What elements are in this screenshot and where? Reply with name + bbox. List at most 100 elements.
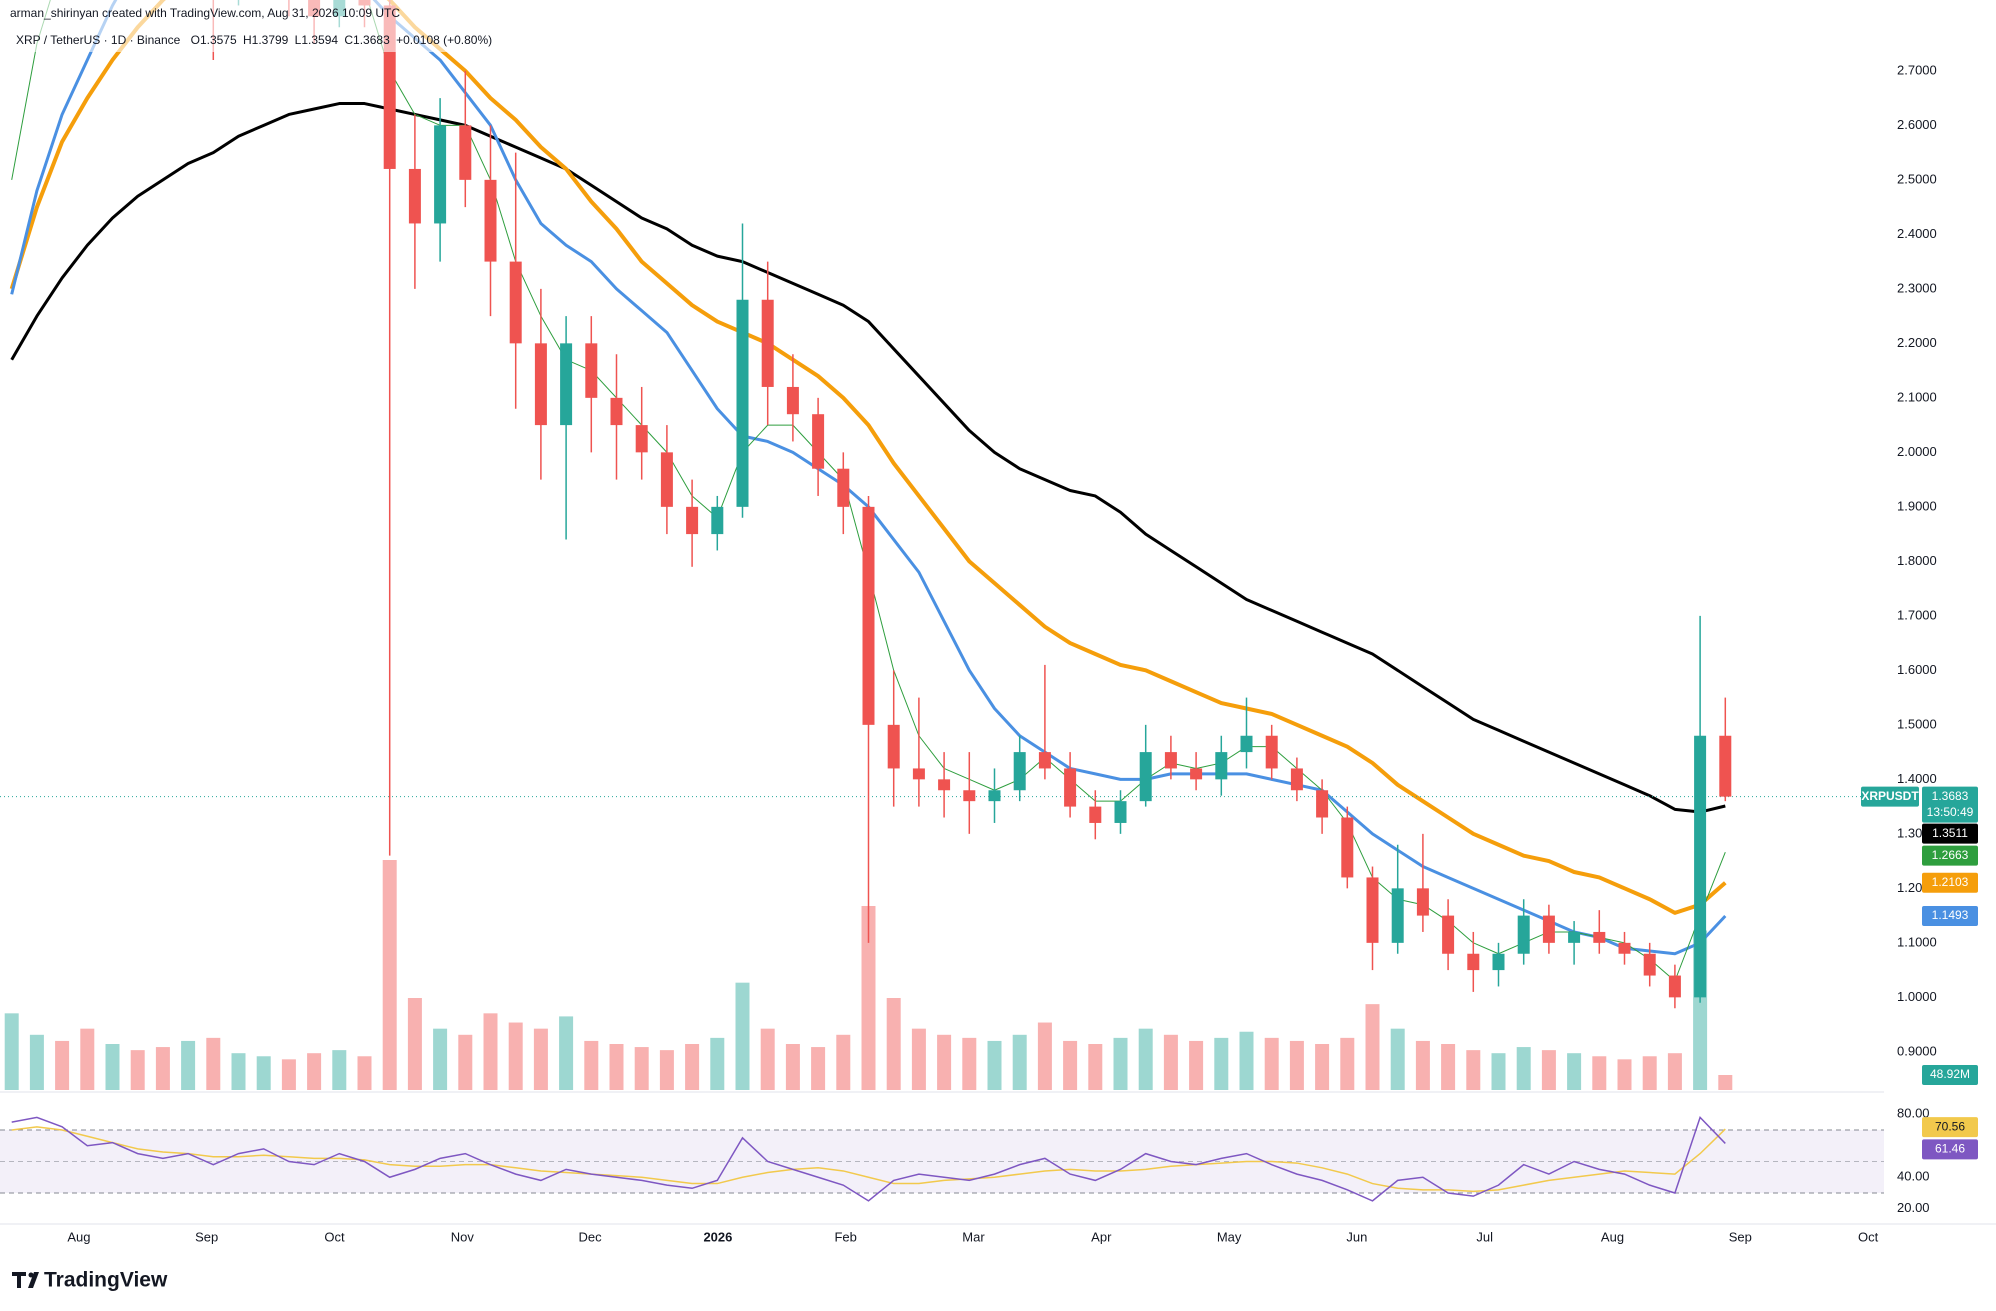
candle-body: [1719, 735, 1732, 797]
candle-body: [711, 506, 724, 535]
volume-bar: [1037, 1022, 1052, 1090]
candle-body: [459, 125, 472, 180]
volume-bar: [1264, 1037, 1279, 1090]
moving-average: [9, 0, 1727, 915]
candle-body: [408, 168, 421, 224]
volume-bar: [1340, 1037, 1355, 1090]
legend-value: H1.3799: [243, 33, 289, 47]
ma-price-tag-box: [1922, 872, 1978, 893]
candle-body: [862, 506, 875, 725]
x-tick-label: Aug: [67, 1229, 90, 1244]
rsi-tick-label: 20.00: [1897, 1200, 1930, 1215]
volume-bar: [332, 1050, 347, 1090]
candle-body: [786, 386, 799, 415]
volume-bar: [609, 1044, 624, 1090]
candle-body: [585, 343, 598, 398]
rsi-ma-line: [11, 1126, 1726, 1193]
candle-body: [1694, 735, 1707, 998]
y-tick-label: 2.1000: [1897, 389, 1937, 404]
candle-body: [1290, 768, 1303, 791]
moving-average: [10, 102, 1726, 814]
candle-body: [660, 452, 673, 507]
candle-body: [1593, 931, 1606, 943]
candle-body: [1164, 752, 1177, 769]
x-tick-label: Aug: [1601, 1229, 1624, 1244]
volume-bar: [886, 998, 901, 1090]
volume-bar: [1617, 1059, 1632, 1090]
legend-symbol: XRP / TetherUS · 1D · Binance: [16, 33, 181, 47]
volume-bar: [861, 906, 876, 1090]
legend-value: C1.3683: [344, 33, 390, 47]
volume-bar: [281, 1059, 296, 1090]
volume-bar: [1541, 1050, 1556, 1090]
y-tick-label: 1.5000: [1897, 716, 1937, 731]
candle-body: [761, 299, 774, 387]
volume-bar: [1718, 1074, 1733, 1090]
volume-bar: [1163, 1034, 1178, 1090]
volume-bar: [1063, 1040, 1078, 1090]
volume-bar: [231, 1053, 246, 1090]
volume-bar: [433, 1028, 448, 1090]
candle-body: [1618, 942, 1631, 954]
x-tick-label: Mar: [962, 1229, 985, 1244]
candle-body: [509, 261, 522, 344]
volume-bar: [634, 1047, 649, 1090]
candle-body: [1492, 953, 1505, 971]
volume-bar: [307, 1053, 322, 1090]
candle-body: [1416, 888, 1429, 916]
candle-body: [988, 790, 1001, 802]
candle-body: [1139, 752, 1152, 802]
rsi-ma-tag-box: [1922, 1117, 1978, 1138]
y-tick-label: 1.9000: [1897, 498, 1937, 513]
y-tick-label: 1.8000: [1897, 553, 1937, 568]
candle-body: [1542, 915, 1555, 943]
volume-bar: [962, 1037, 977, 1090]
rsi-tag: 61.46: [1935, 1142, 1965, 1156]
logo-dot: [28, 1272, 34, 1278]
legend-value: +0.0108 (+0.80%): [396, 33, 492, 47]
candle-body: [1341, 817, 1354, 878]
candle-body: [560, 343, 573, 426]
current-price-tag: 1.3683: [1932, 789, 1969, 803]
volume-tag: 48.92M: [1930, 1067, 1970, 1081]
x-tick-label: Jul: [1476, 1229, 1493, 1244]
ma-price-tag-box: [1922, 845, 1978, 866]
candle-body: [1316, 790, 1329, 818]
volume-bar: [811, 1047, 826, 1090]
volume-bar: [559, 1016, 574, 1090]
price-tag-box: [1922, 786, 1978, 823]
y-tick-label: 2.6000: [1897, 117, 1937, 132]
volume-layer: [4, 860, 1733, 1090]
volume-bar: [1390, 1028, 1405, 1090]
candle-layer: [212, 0, 1732, 1009]
x-tick-label: Dec: [579, 1229, 603, 1244]
volume-bar: [458, 1034, 473, 1090]
candle-body: [1391, 888, 1404, 943]
candle-body: [1517, 915, 1530, 954]
volume-bar: [382, 860, 397, 1090]
legend-ohlc: O1.3575 H1.3799 L1.3594 C1.3683 +0.0108 (+0.…: [191, 33, 493, 47]
y-tick-label: 1.6000: [1897, 662, 1937, 677]
rsi-line: [11, 1115, 1726, 1202]
volume-bar: [1214, 1037, 1229, 1090]
volume-bar: [407, 998, 422, 1090]
x-tick-label: Feb: [834, 1229, 856, 1244]
candle-body: [1265, 735, 1278, 769]
volume-bar: [1491, 1053, 1506, 1090]
x-tick-label: Sep: [1729, 1229, 1752, 1244]
ma-price-tag: 1.3511: [1932, 826, 1968, 840]
volume-bar: [659, 1050, 674, 1090]
volume-bar: [937, 1034, 952, 1090]
y-tick-label: 1.1000: [1897, 934, 1937, 949]
volume-bar: [29, 1034, 44, 1090]
volume-bar: [80, 1028, 95, 1090]
logo-text: TradingView: [44, 1269, 168, 1292]
ma-layer: [0, 0, 1884, 982]
x-tick-label: Sep: [195, 1229, 218, 1244]
x-tick-label: 2026: [703, 1229, 732, 1244]
candle-body: [610, 397, 623, 426]
candle-body: [1643, 953, 1656, 976]
volume-bar: [181, 1040, 196, 1090]
volume-bar: [1239, 1031, 1254, 1090]
